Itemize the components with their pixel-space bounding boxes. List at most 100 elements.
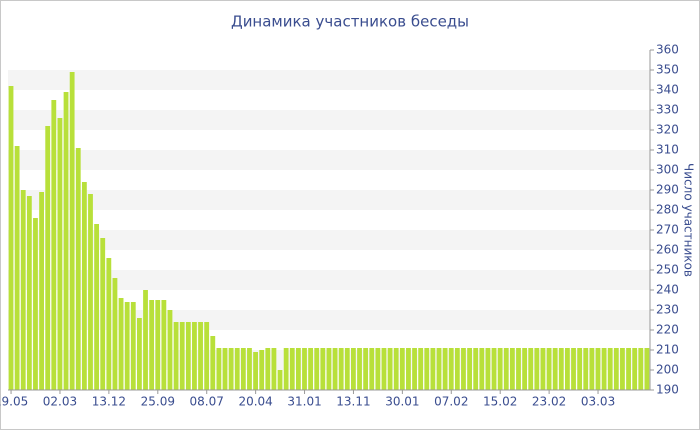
bar [571,348,576,390]
bar [247,348,252,390]
bar [516,348,521,390]
bar [467,348,472,390]
bar [393,348,399,390]
bar [589,348,595,390]
bar [351,348,356,390]
bar [57,118,63,390]
bar [430,348,436,390]
bar [118,298,124,390]
bar [14,146,20,390]
x-tick-label: 07.02 [434,395,468,409]
y-tick-label: 200 [656,363,679,377]
bar [216,348,222,390]
bar [497,348,503,390]
y-tick-label: 360 [656,43,679,57]
bar [271,348,277,390]
bar [69,72,75,390]
bar [338,348,344,390]
bar [381,348,387,390]
bar [583,348,589,390]
bar [75,148,81,390]
bar [632,348,638,390]
bar [528,348,534,390]
bar [51,100,57,390]
bar [595,348,601,390]
x-tick-label: 08.07 [190,395,224,409]
bar [185,322,191,390]
chart-title: Динамика участников беседы [231,13,469,31]
x-tick-label: 02.03 [43,395,77,409]
bar [45,126,51,390]
grid-band [8,70,650,90]
grid-band [8,110,650,130]
bar [546,348,552,390]
bar [63,92,69,390]
grid-band [8,150,650,170]
bar [210,336,216,390]
bar [369,348,375,390]
bar [26,196,32,390]
bar [344,348,350,390]
bar [222,348,228,390]
x-tick-label: 13.11 [336,395,370,409]
bar [412,348,417,390]
bar [20,190,26,390]
grid-band [8,230,650,250]
bar [240,348,246,390]
bar [130,302,136,390]
bar [295,348,301,390]
y-tick-label: 340 [656,83,679,97]
bar [106,258,112,390]
y-tick-label: 210 [656,343,679,357]
grid-band [8,270,650,290]
bar [308,348,314,390]
bar [155,300,161,390]
bar [363,348,369,390]
x-tick-label: 03.03 [581,395,615,409]
y-tick-label: 270 [656,223,679,237]
bar [167,310,173,390]
x-tick-label: 19.05 [0,395,28,409]
y-tick-label: 310 [656,143,679,157]
bar [259,350,265,390]
bar [137,318,142,390]
y-tick-label: 190 [656,383,679,397]
bar [320,348,326,390]
bar [192,322,197,390]
bar [424,348,430,390]
y-tick-label: 250 [656,263,679,277]
bar [81,182,87,390]
bar [234,348,240,390]
bar [289,348,295,390]
bar [204,322,210,390]
bar [613,348,619,390]
bar [607,348,613,390]
bar [461,348,466,390]
bar [558,348,564,390]
bar [228,348,234,390]
x-tick-label: 31.01 [287,395,321,409]
bar [375,348,381,390]
bar [387,348,393,390]
bar [509,348,515,390]
y-tick-label: 220 [656,323,679,337]
x-tick-label: 13.12 [92,395,126,409]
bar [454,348,460,390]
bar [33,218,38,390]
y-tick-label: 350 [656,63,679,77]
bar [143,290,148,390]
bar [418,348,424,390]
bar [448,348,454,390]
bar [473,348,479,390]
bar [124,302,130,390]
bar [442,348,448,390]
bar [94,224,100,390]
bar [577,348,583,390]
bar [491,348,497,390]
y-tick-label: 280 [656,203,679,217]
bar [638,348,644,390]
bar [314,348,320,390]
grid-band [8,190,650,210]
bar [253,352,258,390]
